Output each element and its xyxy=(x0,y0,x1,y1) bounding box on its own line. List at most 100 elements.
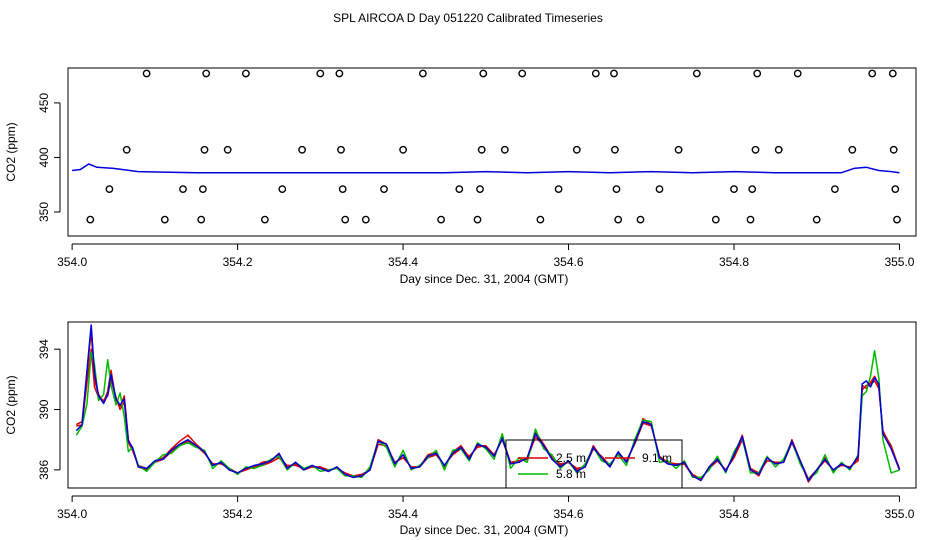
data-point-marker xyxy=(614,215,623,224)
series-line-2-5-m xyxy=(75,330,901,483)
data-point-marker xyxy=(636,215,645,224)
bottom-series-layer xyxy=(75,324,901,483)
data-point-marker xyxy=(337,145,345,154)
data-point-marker xyxy=(891,185,900,194)
data-point-marker xyxy=(260,215,269,224)
x-tick-label: 354.2 xyxy=(223,507,253,521)
data-point-marker xyxy=(361,215,370,224)
series-line-9-1-m xyxy=(76,348,901,480)
x-tick-label: 354.8 xyxy=(719,255,749,269)
bottom-plot-frame xyxy=(67,321,917,489)
x-tick-label: 354.4 xyxy=(388,255,418,269)
data-point-marker xyxy=(223,145,232,154)
top-y-axis: 350 400 450 xyxy=(37,93,61,222)
y-tick-label: 400 xyxy=(37,147,51,167)
data-point-marker xyxy=(848,145,857,154)
data-point-marker xyxy=(278,185,287,194)
data-point-marker xyxy=(500,145,509,154)
x-tick-label: 355.0 xyxy=(884,507,914,521)
series-line-co2-timeseries xyxy=(72,163,900,174)
data-point-marker xyxy=(455,185,464,194)
data-point-marker xyxy=(572,145,581,154)
figure-title: SPL AIRCOA D Day 051220 Calibrated Times… xyxy=(333,11,603,25)
top-x-axis-label: Day since Dec. 31, 2004 (GMT) xyxy=(400,272,569,286)
data-point-marker xyxy=(554,185,563,194)
data-point-marker xyxy=(692,69,701,78)
data-point-marker xyxy=(341,215,350,224)
data-point-marker xyxy=(477,145,486,154)
x-tick-label: 354.8 xyxy=(719,507,749,521)
series-line-5-8-m xyxy=(75,349,900,480)
data-point-marker xyxy=(202,69,211,78)
top-x-axis: 354.0 354.2 354.4 354.6 354.8 355.0 xyxy=(57,243,915,269)
data-point-marker xyxy=(437,215,445,224)
x-tick-label: 354.6 xyxy=(554,255,584,269)
data-point-marker xyxy=(655,185,664,194)
x-tick-label: 355.0 xyxy=(884,255,914,269)
x-tick-label: 354.6 xyxy=(554,507,584,521)
data-point-marker xyxy=(298,145,306,154)
data-point-marker xyxy=(889,145,898,154)
bottom-x-axis: 354.0 354.2 354.4 354.6 354.8 355.0 xyxy=(57,495,915,521)
y-tick-label: 386 xyxy=(37,460,51,480)
data-point-marker xyxy=(753,69,762,78)
top-panel: 354.0 354.2 354.4 354.6 354.8 355.0 350 400 450… xyxy=(4,67,917,286)
data-point-marker xyxy=(893,215,901,224)
top-series-layer xyxy=(72,163,900,174)
data-point-marker xyxy=(380,185,388,194)
legend-label-2-5m: 2.5 m xyxy=(556,451,586,465)
data-point-marker xyxy=(316,69,325,78)
bottom-panel: 354.0 354.2 354.4 354.6 354.8 355.0 386 390 394… xyxy=(4,321,917,537)
data-point-marker xyxy=(751,145,760,154)
legend-label-9-1m: 9.1 m xyxy=(642,451,672,465)
bottom-y-axis: 386 390 394 xyxy=(37,339,61,480)
data-point-marker xyxy=(338,185,347,194)
data-point-marker xyxy=(86,215,95,224)
bottom-x-axis-label: Day since Dec. 31, 2004 (GMT) xyxy=(400,523,569,537)
y-tick-label: 450 xyxy=(37,93,51,113)
data-point-marker xyxy=(418,69,427,78)
data-point-marker xyxy=(888,69,897,78)
y-tick-label: 390 xyxy=(37,399,51,419)
data-point-marker xyxy=(473,215,482,224)
data-point-marker xyxy=(518,69,527,78)
data-point-marker xyxy=(774,145,783,154)
top-y-axis-label: CO2 (ppm) xyxy=(4,122,18,181)
data-point-marker xyxy=(399,145,407,154)
data-point-marker xyxy=(479,69,488,78)
data-point-marker xyxy=(591,69,600,78)
data-point-marker xyxy=(198,185,207,194)
data-point-marker xyxy=(711,215,720,224)
series-line-blue-composite xyxy=(75,324,901,482)
data-point-marker xyxy=(812,215,821,224)
data-point-marker xyxy=(142,69,151,78)
x-tick-label: 354.2 xyxy=(223,255,253,269)
top-plot-frame xyxy=(67,67,917,237)
data-point-marker xyxy=(105,185,114,194)
legend-box xyxy=(505,439,683,489)
bottom-y-axis-label: CO2 (ppm) xyxy=(4,375,18,434)
data-point-marker xyxy=(611,145,619,154)
top-marker-layer xyxy=(86,69,901,224)
data-point-marker xyxy=(335,69,344,78)
data-point-marker xyxy=(730,185,738,194)
data-point-marker xyxy=(748,185,757,194)
data-point-marker xyxy=(179,185,187,194)
legend-label-5-8m: 5.8 m xyxy=(556,467,586,481)
data-point-marker xyxy=(746,215,755,224)
data-point-marker xyxy=(241,69,250,78)
data-point-marker xyxy=(200,145,209,154)
data-point-marker xyxy=(868,69,877,78)
data-point-marker xyxy=(793,69,802,78)
data-point-marker xyxy=(536,215,545,224)
y-tick-label: 350 xyxy=(37,202,51,222)
data-point-marker xyxy=(160,215,169,224)
data-point-marker xyxy=(122,145,131,154)
x-tick-label: 354.4 xyxy=(388,507,418,521)
data-point-marker xyxy=(610,69,618,78)
y-tick-label: 394 xyxy=(37,339,51,359)
data-point-marker xyxy=(674,145,683,154)
data-point-marker xyxy=(831,185,839,194)
x-tick-label: 354.0 xyxy=(57,507,87,521)
